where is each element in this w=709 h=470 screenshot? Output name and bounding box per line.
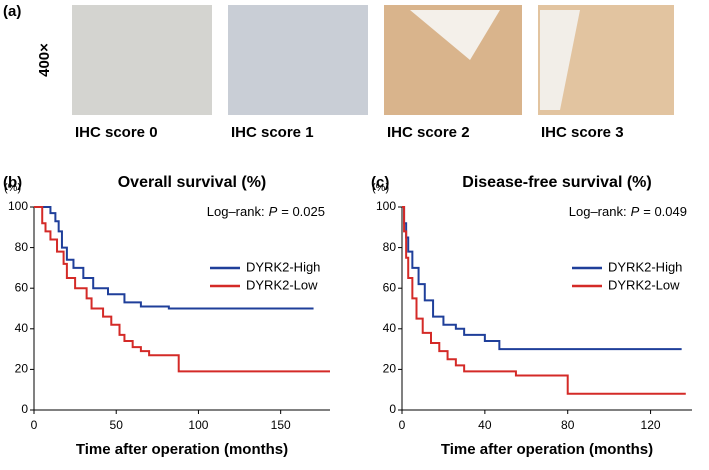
stat-value: = 0.025 <box>281 204 325 219</box>
ihc-label: IHC score 1 <box>231 124 314 141</box>
x-axis-label: Time after operation (months) <box>76 441 288 458</box>
y-tick-label: 80 <box>383 240 397 254</box>
legend-label: DYRK2-Low <box>608 277 680 292</box>
stat-symbol: P <box>631 204 640 219</box>
x-tick-label: 0 <box>31 418 38 432</box>
y-tick-label: 40 <box>15 321 29 335</box>
y-tick-label: 0 <box>389 402 396 416</box>
y-unit: (%) <box>372 182 389 194</box>
chart-title: Disease-free survival (%) <box>462 174 651 191</box>
x-tick-label: 50 <box>110 418 124 432</box>
x-tick-label: 150 <box>271 418 291 432</box>
panel-label: (a) <box>3 3 21 20</box>
survival-curve <box>34 206 330 373</box>
ihc-label: IHC score 3 <box>541 124 624 141</box>
ihc-label: IHC score 2 <box>387 124 470 141</box>
stat-label: Log–rank: <box>569 204 627 219</box>
y-tick-label: 60 <box>15 280 29 294</box>
y-tick-label: 0 <box>21 402 28 416</box>
y-tick-label: 40 <box>383 321 397 335</box>
x-tick-label: 80 <box>561 418 575 432</box>
stat-label: Log–rank: <box>207 204 265 219</box>
x-axis-label: Time after operation (months) <box>441 441 653 458</box>
x-tick-label: 40 <box>478 418 492 432</box>
panel-label: (c) <box>371 174 389 191</box>
survival-curve <box>34 206 314 310</box>
y-tick-label: 100 <box>376 199 396 213</box>
legend-label: DYRK2-High <box>608 259 682 274</box>
x-tick-label: 100 <box>188 418 208 432</box>
ihc-image-detail <box>410 10 500 60</box>
ihc-image <box>72 5 212 115</box>
stat-annotation: Log–rank: P = 0.049 <box>569 204 687 219</box>
ihc-image <box>228 5 368 115</box>
panel-label: (b) <box>3 174 22 191</box>
stat-symbol: P <box>269 204 278 219</box>
y-unit: (%) <box>4 182 21 194</box>
x-tick-label: 0 <box>399 418 406 432</box>
y-tick-label: 20 <box>383 362 397 376</box>
y-tick-label: 100 <box>8 199 28 213</box>
magnification: 400× <box>36 43 53 77</box>
chart-title: Overall survival (%) <box>118 174 267 191</box>
y-tick-label: 60 <box>383 280 397 294</box>
survival-curve <box>402 206 686 395</box>
ihc-label: IHC score 0 <box>75 124 158 141</box>
stat-value: = 0.049 <box>643 204 687 219</box>
y-tick-label: 20 <box>15 362 29 376</box>
legend-label: DYRK2-Low <box>246 277 318 292</box>
legend-label: DYRK2-High <box>246 259 320 274</box>
ihc-image-detail <box>540 10 580 110</box>
y-tick-label: 80 <box>15 240 29 254</box>
x-tick-label: 120 <box>641 418 661 432</box>
stat-annotation: Log–rank: P = 0.025 <box>207 204 325 219</box>
